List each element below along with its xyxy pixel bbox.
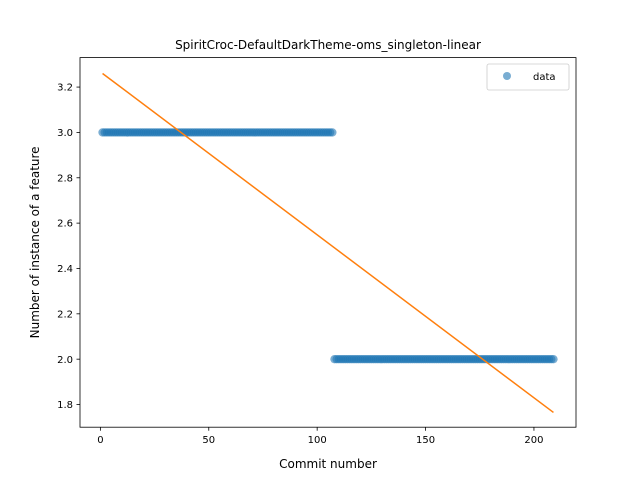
plot-frame bbox=[79, 57, 577, 428]
legend: data bbox=[486, 63, 570, 91]
legend-marker-data bbox=[503, 72, 511, 80]
x-axis: 0 50 100 150 200 bbox=[97, 427, 543, 446]
y-axis: 1.8 2.0 2.2 2.4 2.6 2.8 3.0 3.2 bbox=[57, 83, 80, 411]
x-tick-label: 100 bbox=[308, 435, 327, 446]
x-tick-label: 50 bbox=[202, 435, 215, 446]
x-axis-label: Commit number bbox=[279, 457, 377, 471]
x-tick-label: 0 bbox=[97, 435, 103, 446]
y-tick-label: 1.8 bbox=[57, 400, 73, 411]
legend-box bbox=[486, 63, 570, 91]
y-tick-label: 2.6 bbox=[57, 219, 73, 230]
x-tick-label: 200 bbox=[524, 435, 543, 446]
y-tick-label: 2.4 bbox=[57, 264, 73, 275]
fit-line bbox=[102, 72, 554, 414]
y-tick-label: 3.2 bbox=[57, 83, 73, 94]
y-tick-label: 3.0 bbox=[57, 128, 73, 139]
y-tick-label: 2.2 bbox=[57, 309, 73, 320]
y-tick-label: 2.0 bbox=[57, 355, 73, 366]
y-axis-label: Number of instance of a feature bbox=[28, 146, 42, 338]
x-tick-label: 150 bbox=[416, 435, 435, 446]
data-layer bbox=[98, 72, 558, 414]
chart-title: SpiritCroc-DefaultDarkTheme-oms_singleto… bbox=[175, 38, 481, 52]
y-tick-label: 2.8 bbox=[57, 173, 73, 184]
data-point bbox=[549, 354, 558, 364]
legend-label-data: data bbox=[533, 72, 556, 83]
data-point bbox=[328, 128, 337, 137]
